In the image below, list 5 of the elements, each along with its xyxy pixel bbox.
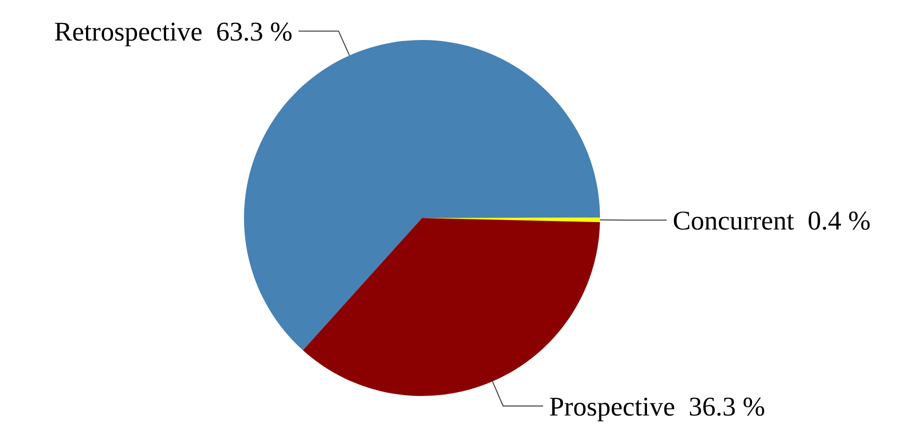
pie-slice <box>302 218 600 396</box>
pie-slice <box>244 40 600 350</box>
slice-label: Concurrent 0.4 % <box>672 206 871 236</box>
slice-label: Prospective 36.3 % <box>549 391 766 422</box>
slice-label: Retrospective 63.3 % <box>54 16 293 47</box>
